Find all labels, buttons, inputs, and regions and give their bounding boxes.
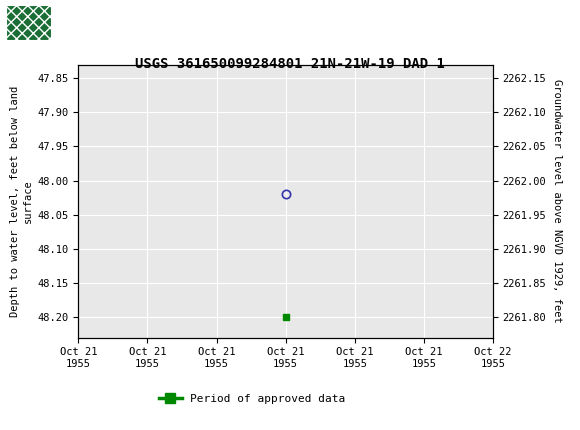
Text: USGS: USGS (67, 13, 114, 32)
Legend: Period of approved data: Period of approved data (155, 390, 350, 408)
Y-axis label: Groundwater level above NGVD 1929, feet: Groundwater level above NGVD 1929, feet (552, 79, 562, 323)
FancyBboxPatch shape (6, 4, 52, 41)
Text: USGS 361650099284801 21N-21W-19 DAD 1: USGS 361650099284801 21N-21W-19 DAD 1 (135, 57, 445, 71)
Y-axis label: Depth to water level, feet below land
surface: Depth to water level, feet below land su… (10, 86, 33, 316)
